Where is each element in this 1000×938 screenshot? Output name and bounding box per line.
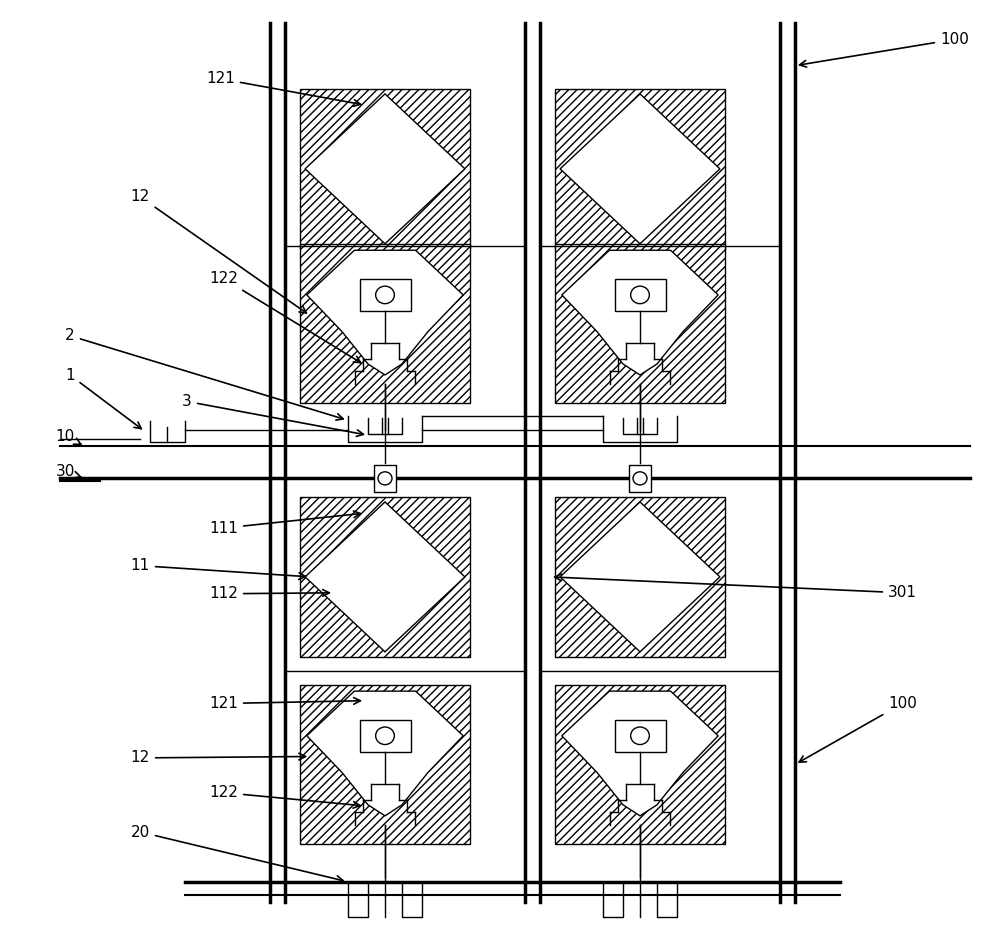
- Polygon shape: [305, 94, 465, 244]
- Text: 20: 20: [131, 825, 343, 883]
- Polygon shape: [307, 691, 463, 816]
- Text: 12: 12: [131, 189, 306, 313]
- Text: 100: 100: [799, 696, 917, 763]
- Polygon shape: [560, 502, 720, 652]
- Text: 122: 122: [209, 785, 360, 809]
- Bar: [300, 685, 470, 844]
- Bar: [265, 33, 800, 877]
- Circle shape: [376, 286, 394, 304]
- Bar: [265, 33, 800, 877]
- Circle shape: [376, 727, 394, 745]
- Bar: [555, 497, 725, 657]
- Text: 121: 121: [209, 696, 360, 711]
- Bar: [374, 465, 396, 492]
- Text: 1: 1: [65, 368, 141, 429]
- Text: 11: 11: [131, 558, 306, 580]
- Bar: [614, 279, 666, 310]
- Text: 2: 2: [65, 328, 343, 420]
- Polygon shape: [562, 691, 718, 816]
- Circle shape: [378, 472, 392, 485]
- Polygon shape: [560, 94, 720, 244]
- Circle shape: [631, 286, 649, 304]
- Bar: [300, 89, 470, 249]
- Text: 30: 30: [56, 464, 81, 479]
- Circle shape: [631, 727, 649, 745]
- Polygon shape: [562, 250, 718, 375]
- Text: 121: 121: [206, 71, 360, 106]
- Text: 100: 100: [800, 32, 969, 68]
- Text: 10: 10: [56, 429, 81, 445]
- Text: 122: 122: [209, 271, 361, 363]
- Polygon shape: [305, 502, 465, 652]
- Circle shape: [633, 472, 647, 485]
- Bar: [629, 465, 651, 492]
- Text: 111: 111: [209, 511, 360, 536]
- Bar: [360, 719, 411, 751]
- Bar: [300, 497, 470, 657]
- Bar: [555, 685, 725, 844]
- Polygon shape: [307, 250, 463, 375]
- Text: 3: 3: [182, 394, 363, 436]
- Bar: [555, 89, 725, 249]
- Bar: [300, 244, 470, 403]
- Bar: [360, 279, 411, 310]
- Text: 112: 112: [209, 586, 329, 601]
- Bar: [555, 244, 725, 403]
- Text: 12: 12: [131, 750, 306, 765]
- Bar: [614, 719, 666, 751]
- Text: 301: 301: [555, 574, 917, 600]
